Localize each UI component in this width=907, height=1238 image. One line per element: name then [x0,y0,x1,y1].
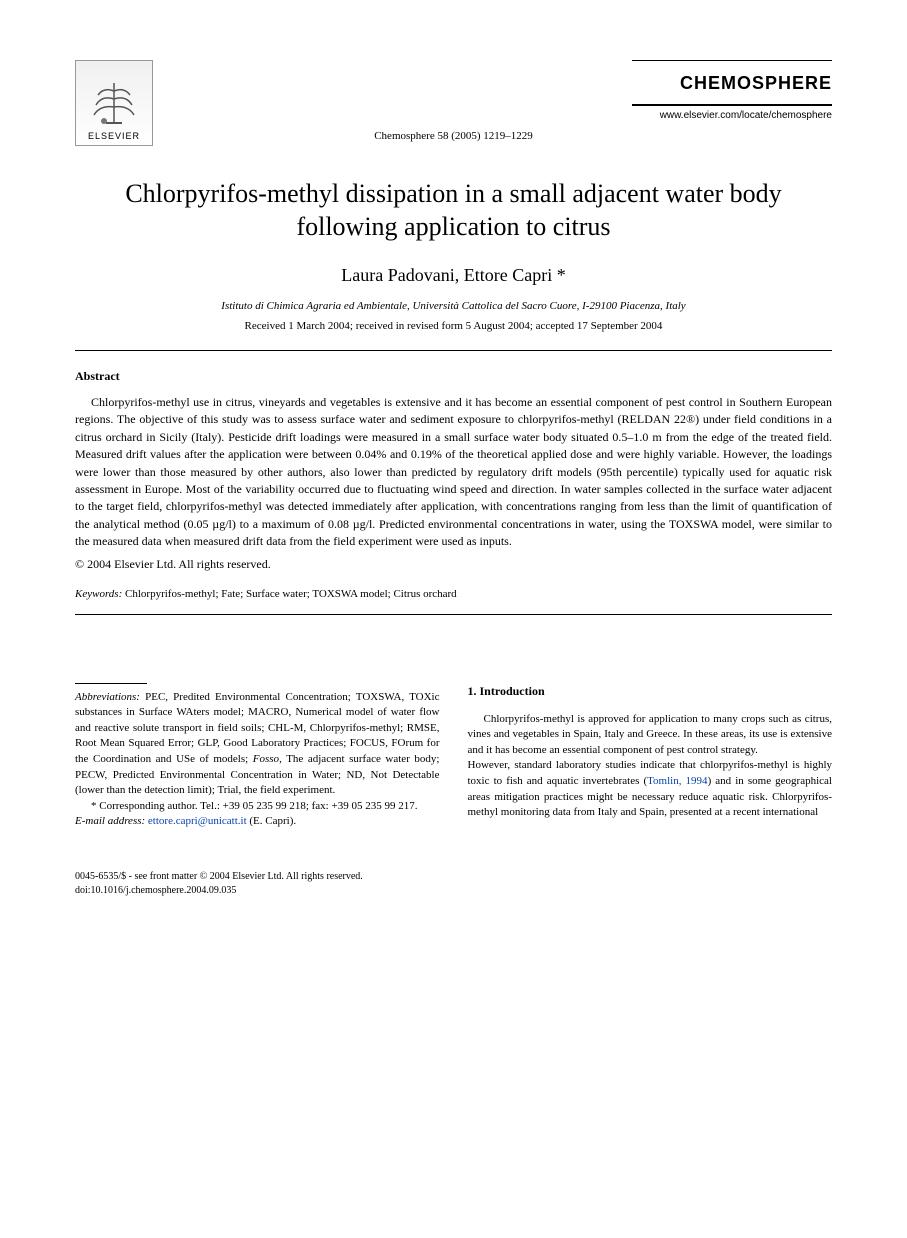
journal-name: CHEMOSPHERE [632,65,832,102]
abbreviations-footnote: Abbreviations: PEC, Predited Environment… [75,690,440,799]
journal-rule [632,104,832,106]
doi-line: doi:10.1016/j.chemosphere.2004.09.035 [75,884,832,898]
divider [75,350,832,351]
introduction-heading: 1. Introduction [468,683,833,700]
email-label: E-mail address: [75,815,145,827]
copyright: © 2004 Elsevier Ltd. All rights reserved… [75,557,832,572]
publisher-logo: ELSEVIER [75,60,153,146]
keywords: Keywords: Chlorpyrifos-methyl; Fate; Sur… [75,588,832,600]
article-dates: Received 1 March 2004; received in revis… [75,320,832,332]
fosso-label: Fosso [253,753,279,765]
keywords-list: Chlorpyrifos-methyl; Fate; Surface water… [125,588,457,600]
intro-paragraph-1: Chlorpyrifos-methyl is approved for appl… [468,712,833,759]
page-footer: 0045-6535/$ - see front matter © 2004 El… [75,870,832,897]
journal-url[interactable]: www.elsevier.com/locate/chemosphere [632,110,832,121]
intro-paragraph-2: However, standard laboratory studies ind… [468,758,833,820]
author-email-link[interactable]: ettore.capri@unicatt.it [148,815,247,827]
publisher-name: ELSEVIER [88,131,140,141]
journal-info-box: CHEMOSPHERE www.elsevier.com/locate/chem… [632,60,832,121]
abstract-text: Chlorpyrifos-methyl use in citrus, viney… [75,394,832,551]
email-footnote: E-mail address: ettore.capri@unicatt.it … [75,814,440,830]
left-column: Abbreviations: PEC, Predited Environment… [75,683,440,830]
corresponding-author-footnote: * Corresponding author. Tel.: +39 05 235… [75,799,440,815]
abbrev-label: Abbreviations: [75,691,140,703]
email-suffix: (E. Capri). [247,815,296,827]
journal-rule [632,60,832,61]
footnote-rule [75,683,147,684]
front-matter-line: 0045-6535/$ - see front matter © 2004 El… [75,870,832,884]
abstract-heading: Abstract [75,369,832,384]
citation-link[interactable]: Tomlin, 1994 [647,775,707,787]
abstract-body: Chlorpyrifos-methyl use in citrus, viney… [75,394,832,551]
elsevier-tree-icon [84,77,144,129]
divider [75,614,832,615]
keywords-label: Keywords: [75,588,122,600]
article-title: Chlorpyrifos-methyl dissipation in a sma… [95,178,812,243]
body-columns: Abbreviations: PEC, Predited Environment… [75,683,832,830]
citation: Chemosphere 58 (2005) 1219–1229 [75,130,832,142]
authors: Laura Padovani, Ettore Capri * [75,265,832,286]
affiliation: Istituto di Chimica Agraria ed Ambiental… [75,300,832,312]
right-column: 1. Introduction Chlorpyrifos-methyl is a… [468,683,833,830]
